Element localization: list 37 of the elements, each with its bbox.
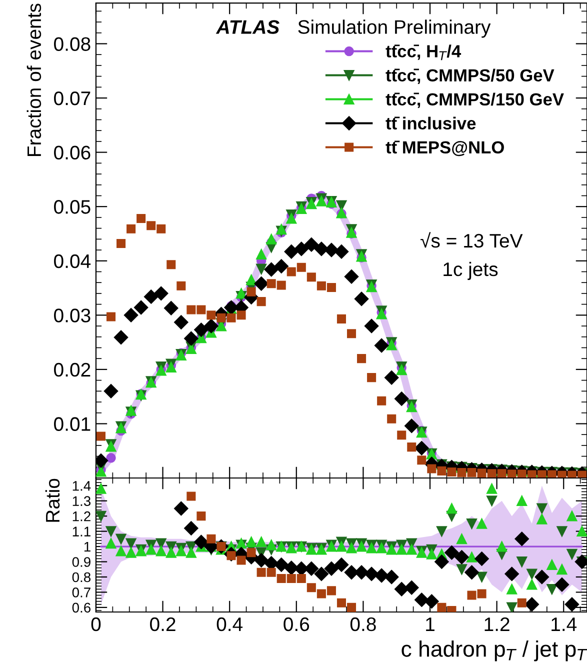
y-axis-title: Ratio: [45, 478, 60, 522]
y-tick-label: 0.8: [72, 572, 91, 582]
y-tick-label: 0.08: [54, 37, 90, 51]
x-tick-label: 0.8: [350, 617, 376, 632]
y-tick-label: 0.9: [72, 557, 90, 567]
legend-label: tt̄cc̄, CMMPS/150 GeV: [386, 92, 564, 108]
x-tick-label: 1: [426, 618, 434, 631]
x-tick-label: 0.4: [216, 617, 243, 632]
y-tick-label: 0.02: [54, 362, 90, 377]
y-tick-label: 1.3: [72, 496, 91, 506]
annotation: √s = 13 TeV: [420, 232, 523, 248]
y-tick-label: 0.7: [72, 588, 90, 598]
y-tick-label: 0.04: [54, 254, 91, 268]
legend-label: tt̄ inclusive: [386, 116, 476, 130]
legend-label: tt̄ MEPS@NLO: [386, 140, 504, 156]
y-tick-label: 0.01: [54, 417, 90, 431]
x-tick-label: 0.2: [150, 617, 176, 632]
y-tick-label: 0.06: [54, 146, 90, 160]
y-tick-label: 1.4: [72, 481, 91, 491]
legend-label: tt̄cc̄, H$_{T}$/4: [386, 44, 462, 60]
y-tick-label: 0.03: [54, 308, 90, 322]
x-axis-title: c hadron p$_{T}$ / jet p$_{T}$: [402, 640, 587, 662]
x-tick-label: 1.4: [552, 618, 577, 631]
x-tick-label: 0: [91, 617, 101, 632]
y-tick-label: 0.6: [72, 602, 91, 613]
y-tick-label: 1: [84, 542, 90, 552]
x-tick-label: 1.2: [484, 617, 510, 631]
y-tick-label: 0.05: [54, 200, 90, 214]
x-tick-label: 0.6: [284, 617, 310, 632]
annotation: 1c jets: [444, 262, 498, 280]
y-tick-label: 0.07: [54, 91, 90, 106]
annotation: ATLAS: [216, 20, 280, 34]
y-tick-label: 1.2: [72, 511, 90, 522]
legend-label: tt̄cc̄, CMMPS/50 GeV: [386, 68, 554, 84]
annotation: Simulation Preliminary: [298, 20, 491, 38]
y-axis-title: Fraction of events: [26, 4, 42, 156]
y-tick-label: 1.1: [72, 526, 90, 536]
